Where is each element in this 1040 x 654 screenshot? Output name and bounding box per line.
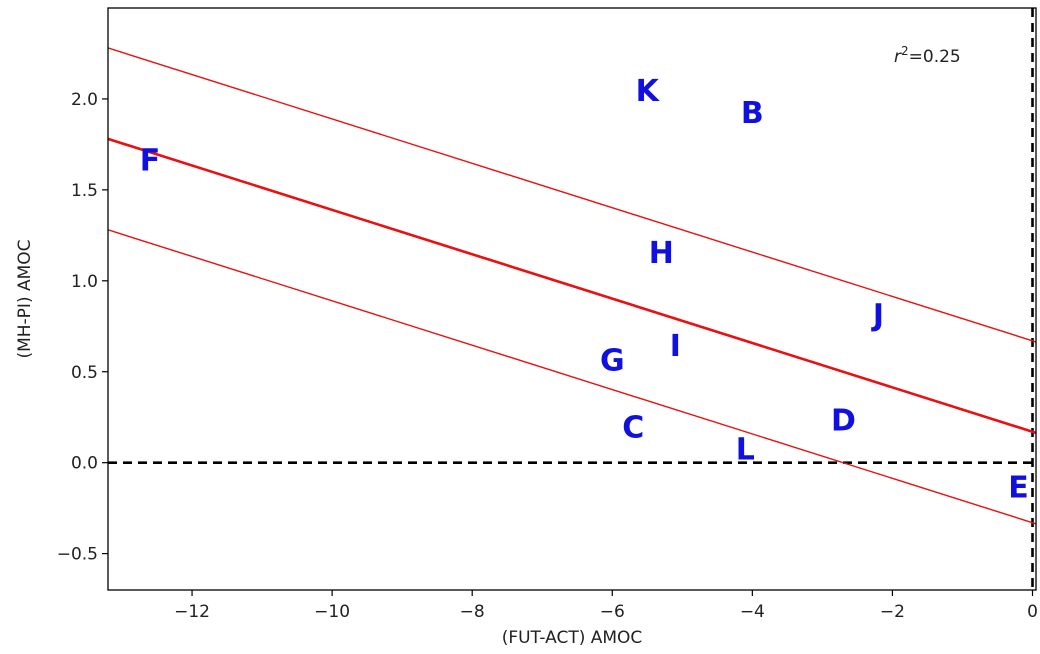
point-e: E	[1008, 471, 1029, 506]
plot-frame	[107, 7, 1037, 591]
y-tick-label: 0.0	[71, 454, 98, 474]
point-g: G	[600, 343, 625, 378]
x-tick-label: −6	[600, 602, 625, 622]
x-axis-label: (FUT-ACT) AMOC	[502, 628, 643, 648]
point-f: F	[140, 143, 161, 178]
plot-content: K B F H J I G D C L E	[108, 8, 1036, 590]
r-exponent: 2	[901, 44, 909, 58]
point-c: C	[622, 411, 644, 446]
axis-ticks: −12 −10 −8 −6 −4 −2 0 −0.5 0.0 0.5 1.0 1.5 2.0	[57, 90, 1038, 622]
r-squared-value: =0.25	[909, 47, 961, 67]
point-l: L	[736, 432, 755, 467]
point-i: I	[670, 329, 681, 364]
x-tick-label: −12	[174, 602, 210, 622]
y-tick-label: 1.5	[71, 181, 98, 201]
x-tick-label: −10	[314, 602, 350, 622]
lower-band-line	[108, 229, 1036, 525]
upper-band-line	[108, 47, 1036, 343]
point-j: J	[871, 298, 884, 333]
x-tick-label: −2	[880, 602, 905, 622]
point-k: K	[636, 74, 661, 109]
y-tick-label: 2.0	[71, 90, 98, 110]
regression-line	[108, 137, 1036, 435]
y-tick-label: 0.5	[71, 363, 98, 383]
point-h: H	[649, 236, 674, 271]
r-squared-annotation: r2=0.25	[894, 44, 961, 67]
point-b: B	[741, 96, 764, 131]
y-tick-label: −0.5	[57, 545, 98, 565]
x-tick-label: −4	[740, 602, 765, 622]
y-axis-label: (MH-PI) AMOC	[15, 239, 35, 358]
y-tick-label: 1.0	[71, 272, 98, 292]
x-tick-label: 0	[1027, 602, 1038, 622]
r-symbol: r	[894, 47, 902, 67]
point-d: D	[831, 403, 856, 438]
x-tick-label: −8	[460, 602, 485, 622]
